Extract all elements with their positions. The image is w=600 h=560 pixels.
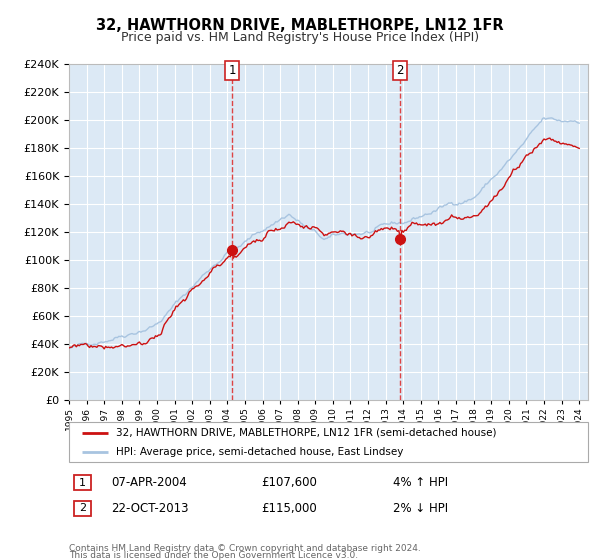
Text: Price paid vs. HM Land Registry's House Price Index (HPI): Price paid vs. HM Land Registry's House …: [121, 31, 479, 44]
Text: 07-APR-2004: 07-APR-2004: [111, 476, 187, 489]
Bar: [232, 64, 400, 400]
Text: £115,000: £115,000: [261, 502, 317, 515]
Text: Contains HM Land Registry data © Crown copyright and database right 2024.: Contains HM Land Registry data © Crown c…: [69, 544, 421, 553]
Text: HPI: Average price, semi-detached house, East Lindsey: HPI: Average price, semi-detached house,…: [116, 447, 403, 457]
Text: 2% ↓ HPI: 2% ↓ HPI: [393, 502, 448, 515]
Text: 2: 2: [396, 64, 404, 77]
Text: 32, HAWTHORN DRIVE, MABLETHORPE, LN12 1FR: 32, HAWTHORN DRIVE, MABLETHORPE, LN12 1F…: [96, 18, 504, 33]
Text: 32, HAWTHORN DRIVE, MABLETHORPE, LN12 1FR (semi-detached house): 32, HAWTHORN DRIVE, MABLETHORPE, LN12 1F…: [116, 428, 496, 438]
Text: £107,600: £107,600: [261, 476, 317, 489]
Text: 1: 1: [79, 478, 86, 488]
Text: This data is licensed under the Open Government Licence v3.0.: This data is licensed under the Open Gov…: [69, 551, 358, 560]
FancyBboxPatch shape: [69, 422, 588, 462]
FancyBboxPatch shape: [74, 475, 91, 491]
Text: 1: 1: [229, 64, 236, 77]
Text: 4% ↑ HPI: 4% ↑ HPI: [393, 476, 448, 489]
Text: 2: 2: [79, 503, 86, 514]
FancyBboxPatch shape: [74, 501, 91, 516]
Text: 22-OCT-2013: 22-OCT-2013: [111, 502, 188, 515]
